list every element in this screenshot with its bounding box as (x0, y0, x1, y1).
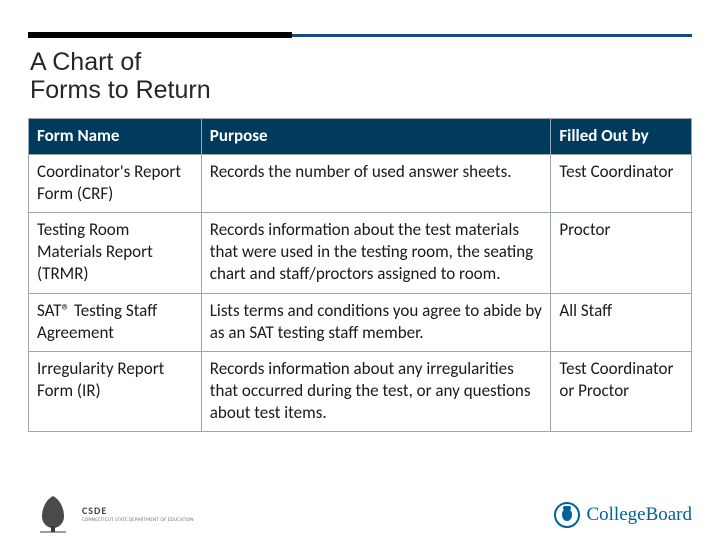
collegeboard-logo: CollegeBoard (554, 502, 692, 528)
collegeboard-text: CollegeBoard (586, 504, 692, 526)
cell-form-name: SAT® Testing Staff Agreement (29, 293, 202, 351)
accent-bar-blue (292, 34, 692, 37)
accent-bar-dark (28, 32, 292, 38)
cell-purpose: Records information about any irregulari… (201, 351, 551, 431)
cell-purpose: Lists terms and conditions you agree to … (201, 293, 551, 351)
title-line-1: A Chart of (30, 48, 141, 76)
forms-table: Form Name Purpose Filled Out by Coordina… (28, 118, 692, 432)
cell-purpose: Records information about the test mater… (201, 213, 551, 293)
acorn-icon (554, 502, 580, 528)
table-header-row: Form Name Purpose Filled Out by (29, 119, 692, 155)
table-row: Irregularity Report Form (IR) Records in… (29, 351, 692, 431)
footer: CSDE CONNECTICUT STATE DEPARTMENT OF EDU… (0, 488, 720, 540)
csde-subtext: CONNECTICUT STATE DEPARTMENT OF EDUCATIO… (82, 518, 194, 524)
table-row: SAT® Testing Staff Agreement Lists terms… (29, 293, 692, 351)
cell-form-name: Coordinator's Report Form (CRF) (29, 155, 202, 213)
cell-filled-out-by: Test Coordinator or Proctor (551, 351, 692, 431)
col-header-purpose: Purpose (201, 119, 551, 155)
table-row: Testing Room Materials Report (TRMR) Rec… (29, 213, 692, 293)
table-row: Coordinator's Report Form (CRF) Records … (29, 155, 692, 213)
col-header-filled-out-by: Filled Out by (551, 119, 692, 155)
cell-filled-out-by: All Staff (551, 293, 692, 351)
col-header-form-name: Form Name (29, 119, 202, 155)
cell-filled-out-by: Proctor (551, 213, 692, 293)
page-title: A Chart of Forms to Return (30, 48, 211, 104)
csde-logo: CSDE CONNECTICUT STATE DEPARTMENT OF EDU… (30, 494, 194, 534)
cell-purpose: Records the number of used answer sheets… (201, 155, 551, 213)
csde-text: CSDE (82, 504, 194, 517)
cell-form-name: Testing Room Materials Report (TRMR) (29, 213, 202, 293)
cell-form-name: Irregularity Report Form (IR) (29, 351, 202, 431)
cell-filled-out-by: Test Coordinator (551, 155, 692, 213)
title-line-2: Forms to Return (30, 76, 211, 104)
tree-icon (30, 494, 76, 534)
